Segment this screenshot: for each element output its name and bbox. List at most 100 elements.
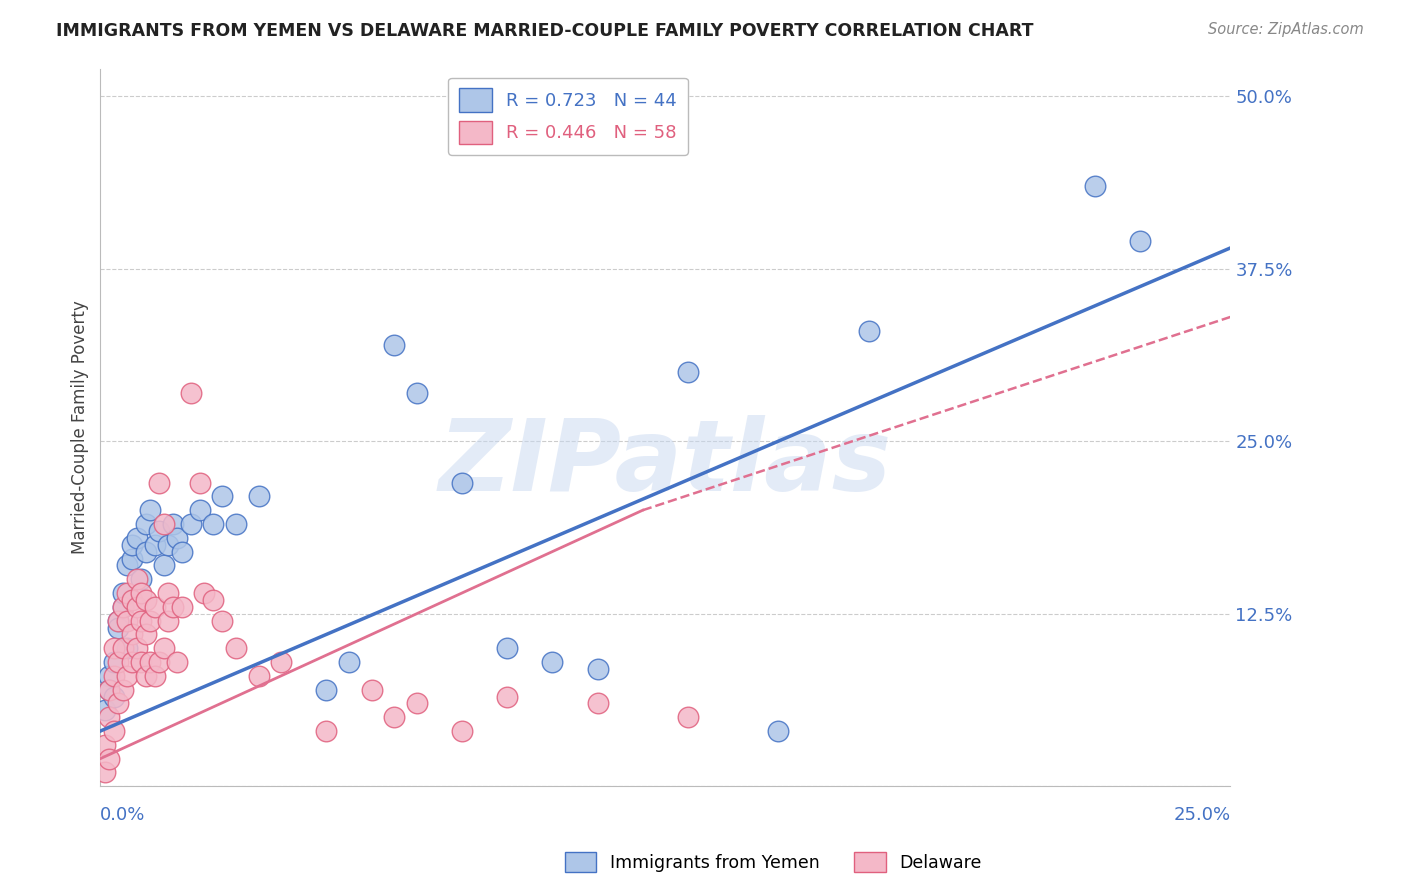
Point — [129, 614, 152, 628]
Point — [121, 593, 143, 607]
Point — [117, 669, 139, 683]
Point — [103, 641, 125, 656]
Point — [121, 538, 143, 552]
Point — [103, 690, 125, 704]
Point — [143, 599, 166, 614]
Point — [125, 641, 148, 656]
Point — [107, 655, 129, 669]
Point — [152, 641, 174, 656]
Point — [139, 655, 162, 669]
Point — [586, 662, 609, 676]
Point — [111, 682, 134, 697]
Point — [117, 558, 139, 573]
Point — [125, 599, 148, 614]
Point — [135, 593, 157, 607]
Point — [315, 724, 337, 739]
Point — [98, 710, 121, 724]
Point — [111, 599, 134, 614]
Point — [94, 765, 117, 780]
Point — [135, 627, 157, 641]
Point — [586, 697, 609, 711]
Point — [188, 503, 211, 517]
Point — [360, 682, 382, 697]
Point — [139, 503, 162, 517]
Point — [676, 710, 699, 724]
Legend: R = 0.723   N = 44, R = 0.446   N = 58: R = 0.723 N = 44, R = 0.446 N = 58 — [449, 78, 688, 154]
Point — [121, 551, 143, 566]
Point — [225, 641, 247, 656]
Point — [107, 614, 129, 628]
Point — [247, 489, 270, 503]
Point — [135, 544, 157, 558]
Point — [170, 599, 193, 614]
Point — [768, 724, 790, 739]
Point — [143, 669, 166, 683]
Point — [98, 751, 121, 765]
Point — [107, 697, 129, 711]
Point — [148, 475, 170, 490]
Point — [143, 538, 166, 552]
Point — [135, 516, 157, 531]
Point — [111, 599, 134, 614]
Text: ZIPatlas: ZIPatlas — [439, 415, 891, 512]
Point — [170, 544, 193, 558]
Point — [94, 738, 117, 752]
Text: Source: ZipAtlas.com: Source: ZipAtlas.com — [1208, 22, 1364, 37]
Legend: Immigrants from Yemen, Delaware: Immigrants from Yemen, Delaware — [558, 845, 988, 879]
Point — [107, 620, 129, 634]
Point — [117, 614, 139, 628]
Point — [103, 724, 125, 739]
Point — [152, 516, 174, 531]
Point — [129, 572, 152, 586]
Point — [337, 655, 360, 669]
Point — [166, 531, 188, 545]
Point — [98, 682, 121, 697]
Point — [103, 669, 125, 683]
Point — [211, 614, 233, 628]
Text: IMMIGRANTS FROM YEMEN VS DELAWARE MARRIED-COUPLE FAMILY POVERTY CORRELATION CHAR: IMMIGRANTS FROM YEMEN VS DELAWARE MARRIE… — [56, 22, 1033, 40]
Point — [117, 641, 139, 656]
Point — [541, 655, 564, 669]
Y-axis label: Married-Couple Family Poverty: Married-Couple Family Poverty — [72, 301, 89, 554]
Point — [166, 655, 188, 669]
Point — [202, 593, 225, 607]
Point — [382, 337, 405, 351]
Point — [157, 538, 180, 552]
Point — [117, 586, 139, 600]
Point — [103, 655, 125, 669]
Point — [405, 385, 427, 400]
Point — [157, 614, 180, 628]
Point — [496, 690, 519, 704]
Point — [148, 655, 170, 669]
Point — [157, 586, 180, 600]
Point — [111, 641, 134, 656]
Text: 0.0%: 0.0% — [100, 806, 146, 824]
Point — [858, 324, 880, 338]
Point — [676, 365, 699, 379]
Point — [129, 586, 152, 600]
Point — [121, 655, 143, 669]
Point — [152, 558, 174, 573]
Point — [98, 682, 121, 697]
Point — [225, 516, 247, 531]
Point — [111, 586, 134, 600]
Point — [180, 516, 202, 531]
Point — [1129, 234, 1152, 248]
Point — [382, 710, 405, 724]
Point — [135, 669, 157, 683]
Point — [121, 627, 143, 641]
Point — [247, 669, 270, 683]
Text: 25.0%: 25.0% — [1173, 806, 1230, 824]
Point — [129, 655, 152, 669]
Point — [270, 655, 292, 669]
Point — [162, 599, 184, 614]
Point — [211, 489, 233, 503]
Point — [180, 385, 202, 400]
Point — [405, 697, 427, 711]
Point — [162, 516, 184, 531]
Point — [1084, 178, 1107, 193]
Point — [315, 682, 337, 697]
Point — [193, 586, 215, 600]
Point — [188, 475, 211, 490]
Point — [98, 669, 121, 683]
